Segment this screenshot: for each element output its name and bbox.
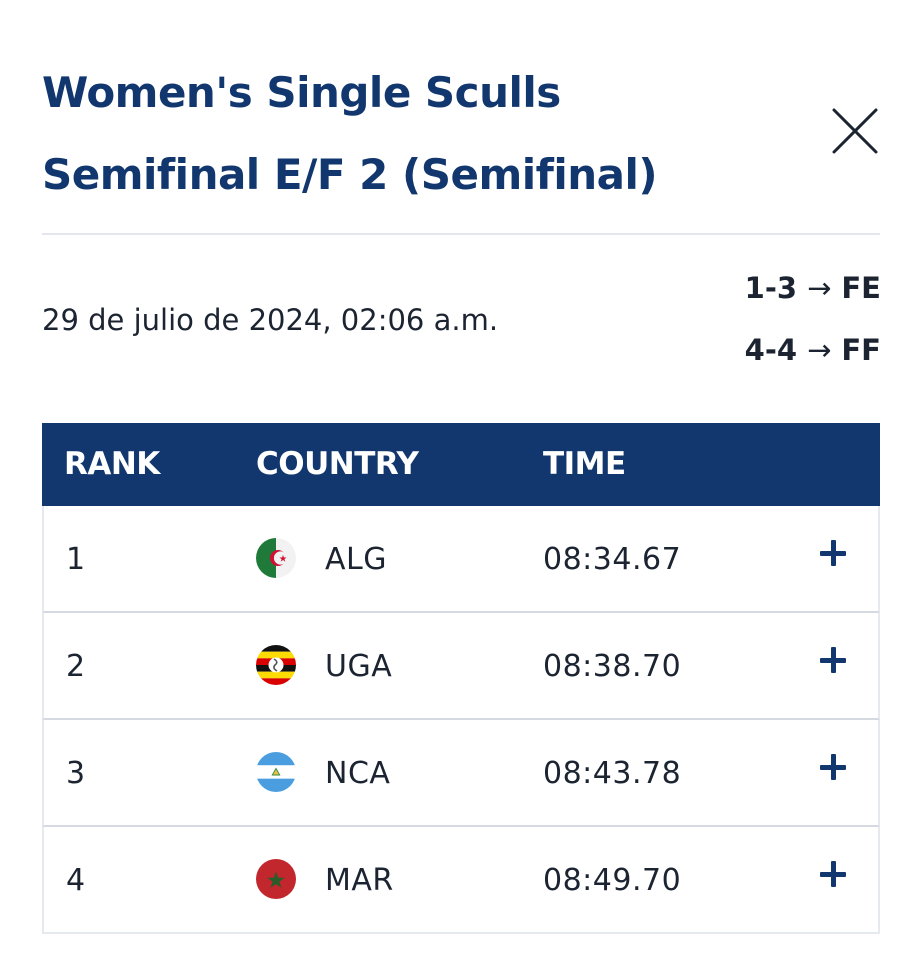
table-row[interactable]: 4 MAR 08:49.70 [42, 827, 880, 934]
country-code: UGA [325, 649, 393, 684]
time-cell: 08:43.78 [543, 756, 682, 791]
time-cell: 08:34.67 [543, 542, 682, 577]
progression-rule-1: 1-3 → FE [621, 268, 881, 308]
rank-cell: 1 [66, 542, 86, 577]
arrow-right-icon: → [807, 271, 832, 305]
algeria-flag-icon [256, 538, 296, 578]
progression-rule-2: 4-4 → FF [621, 330, 881, 370]
progression-ranks: 1-3 [744, 271, 798, 305]
close-icon [832, 108, 878, 154]
close-button[interactable] [828, 104, 882, 158]
page-title: Women's Single Sculls Semifinal E/F 2 (S… [42, 52, 762, 216]
progression-final: FE [841, 271, 881, 305]
header-divider [42, 233, 880, 235]
column-header-rank: RANK [64, 446, 160, 482]
column-header-time: TIME [543, 446, 626, 482]
country-code: NCA [325, 756, 391, 791]
rank-cell: 4 [66, 863, 86, 898]
progression-ranks: 4-4 [744, 333, 798, 367]
country-code: MAR [325, 863, 394, 898]
event-date: 29 de julio de 2024, 02:06 a.m. [42, 303, 499, 337]
results-table: RANK COUNTRY TIME 1 ALG 08:34.67 2 [42, 423, 880, 934]
nicaragua-flag-icon [256, 752, 296, 792]
rank-cell: 3 [66, 756, 86, 791]
time-cell: 08:49.70 [543, 863, 682, 898]
title-line-2: Semifinal E/F 2 (Semifinal) [42, 150, 658, 199]
plus-icon[interactable] [820, 861, 848, 889]
plus-icon[interactable] [820, 754, 848, 782]
column-header-country: COUNTRY [256, 446, 419, 482]
table-row[interactable]: 1 ALG 08:34.67 [42, 506, 880, 613]
plus-icon[interactable] [820, 540, 848, 568]
title-line-1: Women's Single Sculls [42, 68, 561, 117]
arrow-right-icon: → [807, 333, 832, 367]
uganda-flag-icon [256, 645, 296, 685]
time-cell: 08:38.70 [543, 649, 682, 684]
country-code: ALG [325, 542, 387, 577]
progression-final: FF [841, 333, 881, 367]
rank-cell: 2 [66, 649, 86, 684]
table-header: RANK COUNTRY TIME [42, 423, 880, 506]
table-row[interactable]: 3 NCA 08:43.78 [42, 720, 880, 827]
morocco-flag-icon [256, 859, 296, 899]
plus-icon[interactable] [820, 647, 848, 675]
table-row[interactable]: 2 UGA 08:38.70 [42, 613, 880, 720]
